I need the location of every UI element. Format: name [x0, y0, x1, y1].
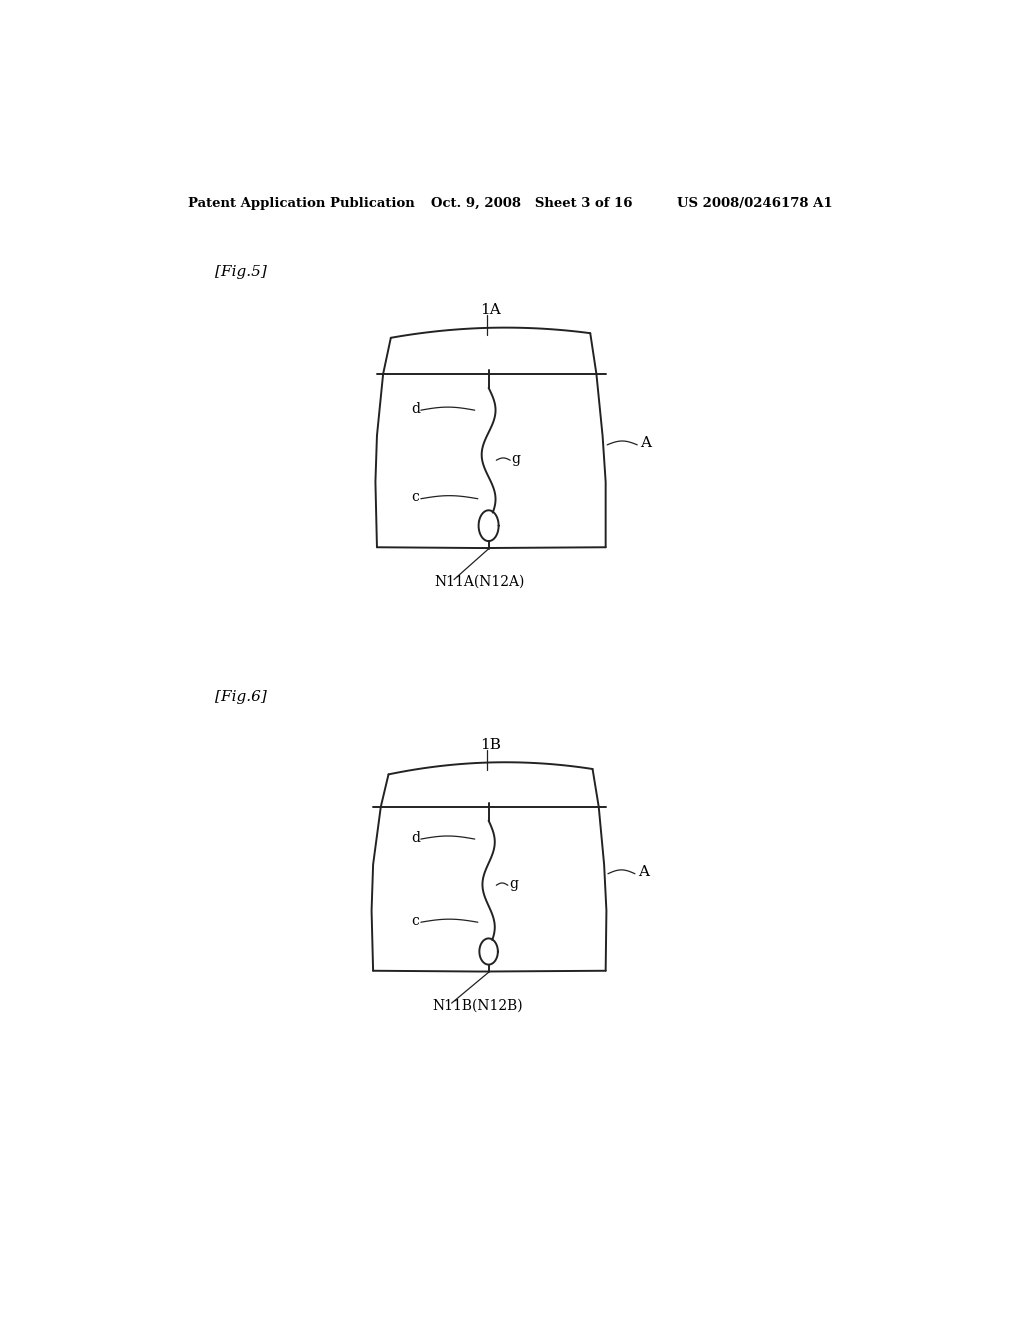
Text: c: c	[412, 913, 420, 928]
Text: A: A	[640, 437, 651, 450]
Text: Oct. 9, 2008   Sheet 3 of 16: Oct. 9, 2008 Sheet 3 of 16	[431, 197, 633, 210]
Text: [Fig.5]: [Fig.5]	[215, 264, 267, 279]
Text: g: g	[512, 451, 521, 466]
Text: Patent Application Publication: Patent Application Publication	[188, 197, 415, 210]
Text: c: c	[412, 490, 420, 504]
Text: N11B(N12B): N11B(N12B)	[432, 998, 523, 1012]
Text: 1A: 1A	[480, 304, 501, 317]
Text: [Fig.6]: [Fig.6]	[215, 690, 267, 705]
Text: d: d	[412, 401, 421, 416]
Text: d: d	[412, 830, 421, 845]
Text: N11A(N12A): N11A(N12A)	[435, 576, 525, 589]
Text: g: g	[509, 876, 518, 891]
Text: US 2008/0246178 A1: US 2008/0246178 A1	[677, 197, 833, 210]
Text: A: A	[638, 865, 649, 879]
Text: 1B: 1B	[479, 738, 501, 752]
